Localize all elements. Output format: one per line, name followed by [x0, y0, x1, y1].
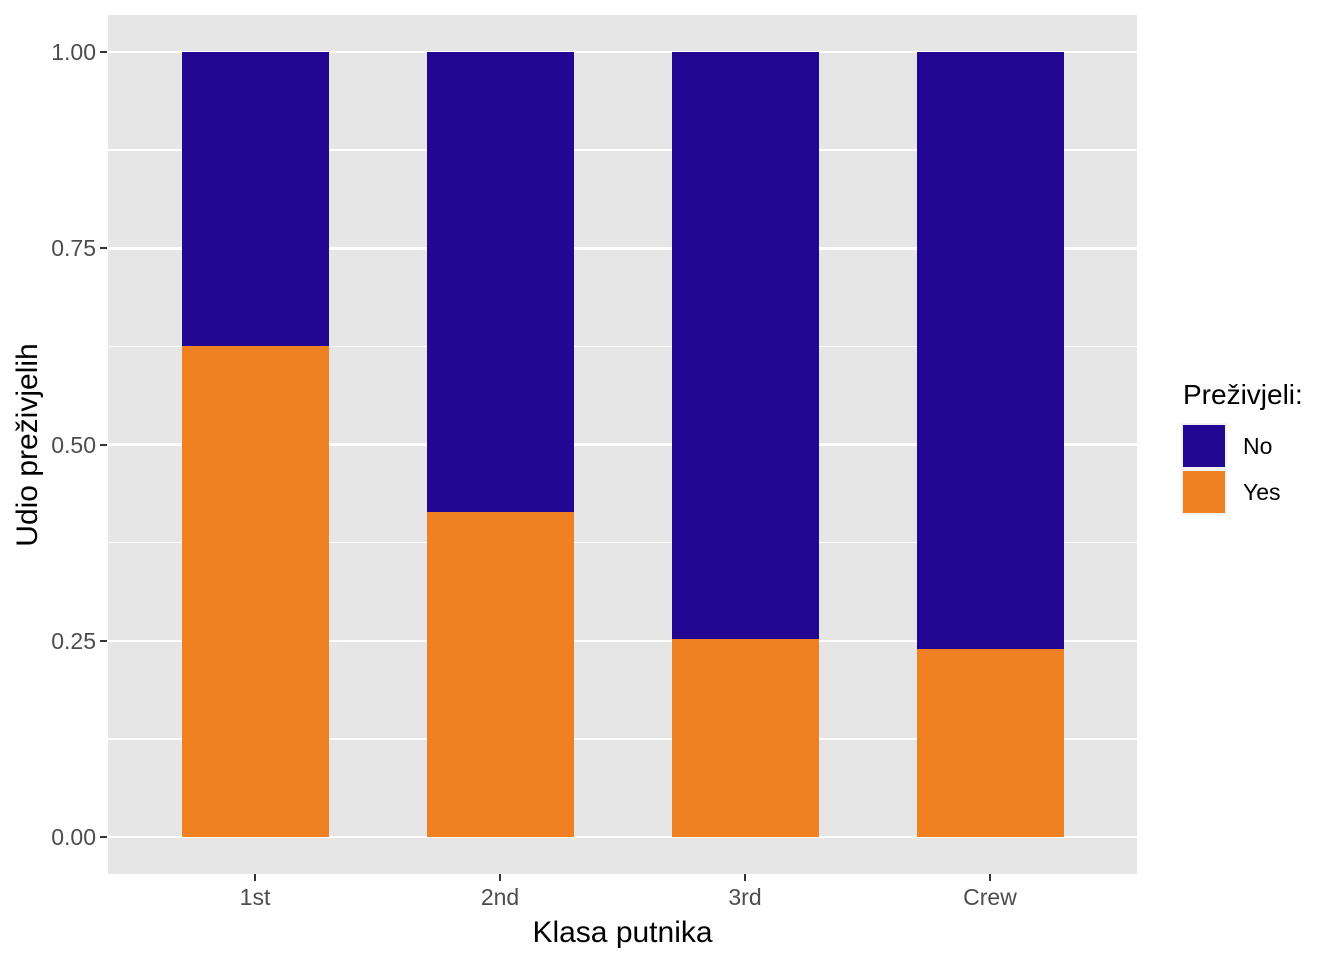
y-tick-label: 0.50 [51, 431, 96, 458]
x-tick-mark [499, 874, 501, 881]
bar-segment-yes-1st [181, 346, 329, 837]
y-tick-mark [100, 639, 107, 642]
gridline-major [108, 247, 1137, 250]
bar-segment-no-1st [181, 52, 329, 347]
y-tick-mark [100, 836, 107, 838]
x-tick-label: Crew [963, 884, 1017, 910]
gridline-major [108, 639, 1137, 642]
y-tick-label: 1.00 [51, 39, 96, 65]
x-tick-mark [989, 874, 991, 881]
legend-item-yes: Yes [1181, 469, 1303, 515]
legend-items: No Yes [1181, 423, 1303, 515]
x-tick-mark [744, 874, 746, 881]
legend-swatch-yes [1183, 471, 1225, 513]
gridline-minor [108, 541, 1137, 544]
x-tick-label: 3rd [728, 884, 762, 910]
gridline-major [108, 50, 1137, 54]
legend-key [1181, 469, 1227, 515]
y-tick-mark [100, 247, 107, 250]
bar-segment-yes-2nd [426, 512, 574, 837]
legend-item-no: No [1181, 423, 1303, 469]
legend-label: No [1243, 432, 1273, 459]
legend-key [1181, 423, 1227, 469]
bar-segment-yes-3rd [671, 639, 819, 837]
x-tick-label: 1st [239, 884, 271, 910]
legend-label: Yes [1243, 478, 1281, 505]
bar-segment-no-2nd [426, 52, 574, 512]
y-tick-mark [100, 443, 107, 446]
gridline-minor [108, 738, 1137, 740]
gridline-major [108, 835, 1137, 839]
legend-title: Preživjeli: [1183, 379, 1303, 410]
y-tick-label: 0.00 [51, 824, 96, 850]
y-tick-label: 0.75 [51, 235, 96, 262]
gridline-minor [108, 149, 1137, 151]
x-axis-title: Klasa putnika [532, 916, 713, 949]
y-axis-title: Udio preživjelih [11, 343, 44, 547]
bar-segment-no-crew [916, 52, 1064, 649]
gridline-major [108, 443, 1137, 446]
bar-segment-no-3rd [671, 52, 819, 640]
legend: Preživjeli: No Yes [1181, 379, 1303, 515]
bar-segment-yes-crew [916, 648, 1064, 837]
y-tick-label: 0.25 [51, 627, 96, 654]
plot-panel [108, 15, 1137, 874]
x-tick-label: 2nd [480, 884, 520, 910]
y-tick-mark [100, 51, 107, 53]
x-tick-mark [254, 874, 256, 881]
gridline-minor [108, 345, 1137, 348]
legend-swatch-no [1183, 425, 1225, 467]
